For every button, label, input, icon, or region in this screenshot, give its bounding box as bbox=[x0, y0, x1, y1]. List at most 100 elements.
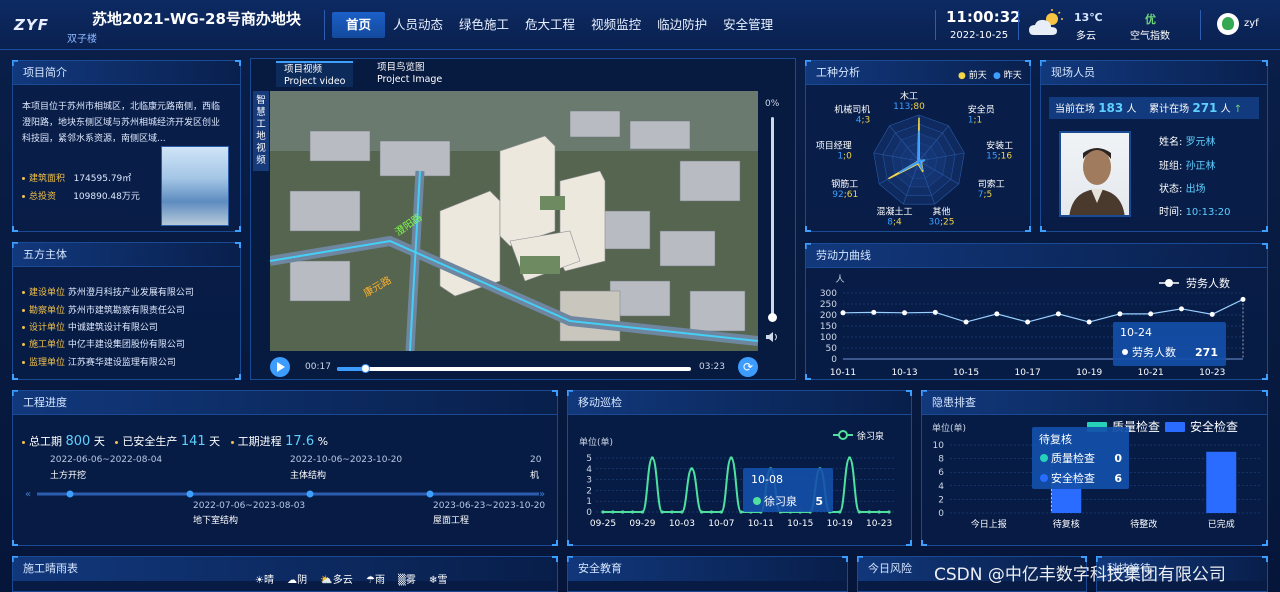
divider bbox=[1200, 10, 1201, 40]
divider bbox=[324, 10, 325, 40]
refresh-icon[interactable]: ⟳ bbox=[738, 357, 758, 377]
nav-green[interactable]: 绿色施工 bbox=[459, 17, 510, 32]
worker-team: 班组: 孙正林 bbox=[1159, 161, 1216, 172]
x-tick-label: 10-23 bbox=[1199, 368, 1225, 378]
x-tick-label: 10-19 bbox=[827, 519, 853, 529]
y-tick-label: 0 bbox=[938, 509, 944, 519]
radar-value: 7;5 bbox=[978, 190, 993, 200]
tab-project-video[interactable]: 项目视频 Project video bbox=[276, 61, 354, 87]
data-point bbox=[1025, 319, 1031, 325]
data-point bbox=[1178, 306, 1184, 312]
x-tick-label: 10-15 bbox=[787, 519, 813, 529]
user-avatar[interactable] bbox=[1217, 13, 1239, 35]
fog-icon: ▒雾 bbox=[398, 575, 416, 586]
user-name[interactable]: zyf bbox=[1244, 18, 1259, 29]
data-point bbox=[660, 510, 664, 514]
x-tick-label: 10-11 bbox=[748, 519, 774, 529]
volume-knob[interactable] bbox=[768, 313, 777, 322]
area-row: 建筑面积 174595.79㎡ bbox=[22, 171, 131, 184]
invest-label: 总投资 bbox=[29, 192, 57, 202]
y-axis-unit: 单位(单) bbox=[579, 436, 613, 448]
intro-text: 本项目位于苏州市相城区，北临康元路南侧，西临澄阳路，地块东侧区域与苏州相城经济开… bbox=[22, 102, 221, 144]
y-tick-label: 4 bbox=[586, 465, 592, 475]
x-tick-label: 10-21 bbox=[1138, 368, 1164, 378]
speaker-icon[interactable] bbox=[765, 331, 779, 343]
radar-axis bbox=[902, 160, 920, 205]
tooltip-value: 271 bbox=[1195, 346, 1218, 359]
total-time: 03:23 bbox=[699, 362, 725, 372]
radar-label: 其他 bbox=[932, 206, 950, 218]
milestone-name: 土方开挖 bbox=[50, 471, 87, 481]
party-row: 监理单位 江苏赛华建设监理有限公司 bbox=[22, 355, 176, 368]
play-button[interactable] bbox=[270, 357, 290, 377]
tooltip-dot bbox=[1122, 349, 1128, 355]
x-tick-label: 待复核 bbox=[1053, 518, 1080, 530]
aerial-video-frame[interactable]: 澄阳路 康元路 bbox=[270, 91, 758, 351]
labor-curve-panel: 劳动力曲线 人 0 50 100 150 200 250 300 10-11 10-13 10-15… bbox=[805, 243, 1268, 380]
panel-title: 隐患排查 bbox=[922, 391, 1267, 415]
tooltip-date: 10-08 bbox=[751, 473, 783, 486]
data-point bbox=[877, 510, 881, 514]
data-point bbox=[963, 319, 969, 325]
nav-hazard-projects[interactable]: 危大工程 bbox=[525, 17, 576, 32]
data-point bbox=[871, 309, 877, 315]
nav-personnel[interactable]: 人员动态 bbox=[393, 17, 444, 32]
divider bbox=[1018, 10, 1019, 40]
radar-label: 安全员 bbox=[968, 104, 995, 116]
progress-fill bbox=[337, 367, 366, 371]
bar-safety bbox=[1206, 451, 1237, 513]
tooltip-dot bbox=[753, 497, 761, 505]
legend-dot bbox=[838, 430, 848, 440]
y-tick-label: 1 bbox=[586, 497, 592, 507]
nav-edge-protection[interactable]: 临边防护 bbox=[657, 17, 708, 32]
tooltip-label: 安全检查 bbox=[1051, 471, 1095, 485]
legend-before: ● 前天 bbox=[958, 71, 987, 81]
reception-panel: 科技接待 bbox=[1096, 556, 1268, 592]
data-point bbox=[739, 510, 743, 514]
tooltip-value: 6 bbox=[1114, 472, 1122, 485]
radar-label: 司索工 bbox=[978, 178, 1005, 190]
worker-status: 状态: 出场 bbox=[1159, 184, 1206, 195]
play-icon bbox=[277, 362, 285, 372]
radar-label: 钢筋工 bbox=[831, 178, 858, 190]
data-point bbox=[680, 510, 684, 514]
main-nav: 首页 人员动态 绿色施工 危大工程 视频监控 临边防护 安全管理 bbox=[332, 12, 781, 38]
nav-safety[interactable]: 安全管理 bbox=[723, 17, 774, 32]
data-point bbox=[887, 510, 891, 514]
y-tick-label: 200 bbox=[820, 311, 837, 321]
data-point bbox=[719, 510, 723, 514]
progress-panel: 工程进度 总工期 800 天 已安全生产 141 天 工期进程 17.6 % 2… bbox=[12, 390, 558, 546]
y-tick-label: 0 bbox=[586, 508, 592, 518]
series-line bbox=[842, 298, 1244, 323]
x-tick-label: 待整改 bbox=[1130, 518, 1157, 530]
volume-slider[interactable] bbox=[771, 117, 774, 317]
video-progress[interactable] bbox=[337, 364, 691, 373]
x-tick-label: 10-11 bbox=[830, 368, 856, 378]
progress-knob[interactable] bbox=[361, 364, 371, 373]
x-tick-label: 10-07 bbox=[708, 519, 734, 529]
milestone-name: 地下室结构 bbox=[193, 516, 239, 526]
nav-home[interactable]: 首页 bbox=[332, 12, 386, 38]
y-tick-label: 2 bbox=[938, 495, 944, 505]
weather-panel: 施工晴雨表 ☀晴 ☁阴 ⛅多云 ☂雨 ▒雾 ❄雪 bbox=[12, 556, 558, 592]
company-logo: ZYF bbox=[6, 10, 56, 40]
panel-title: 五方主体 bbox=[13, 243, 240, 267]
legend-label: 劳务人数 bbox=[1186, 277, 1230, 290]
timeline-track: « » bbox=[25, 489, 545, 500]
nav-video[interactable]: 视频监控 bbox=[591, 17, 642, 32]
data-point bbox=[932, 309, 938, 315]
progress-stats: 总工期 800 天 已安全生产 141 天 工期进程 17.6 % bbox=[22, 433, 328, 449]
data-point bbox=[838, 510, 842, 514]
tab-project-image[interactable]: 项目鸟览图 Project Image bbox=[377, 62, 443, 85]
y-tick-label: 100 bbox=[820, 333, 837, 343]
y-tick-label: 10 bbox=[933, 441, 945, 451]
radar-axis bbox=[889, 125, 920, 162]
y-tick-label: 250 bbox=[820, 300, 837, 310]
divider bbox=[935, 10, 936, 40]
x-tick-label: 10-13 bbox=[891, 368, 917, 378]
data-point bbox=[840, 310, 846, 316]
data-point bbox=[690, 467, 694, 471]
rain-icon: ☂雨 bbox=[365, 575, 385, 586]
y-tick-label: 50 bbox=[826, 344, 838, 354]
